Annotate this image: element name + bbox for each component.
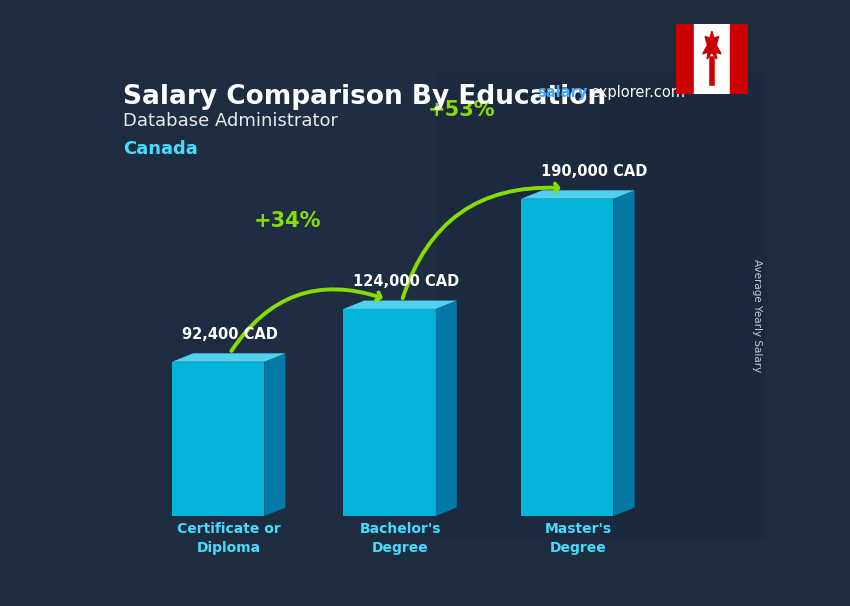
Polygon shape [703, 32, 721, 59]
Text: 124,000 CAD: 124,000 CAD [354, 274, 460, 289]
Bar [694, 24, 730, 94]
Text: +34%: +34% [253, 210, 321, 230]
Polygon shape [521, 190, 635, 199]
Text: +53%: +53% [428, 101, 496, 121]
Bar [600, 73, 765, 539]
Text: 190,000 CAD: 190,000 CAD [541, 164, 648, 179]
Text: Canada: Canada [122, 141, 197, 158]
Text: Master's
Degree: Master's Degree [544, 522, 611, 555]
Bar [435, 73, 600, 539]
Polygon shape [435, 301, 456, 516]
Text: 92,400 CAD: 92,400 CAD [182, 327, 278, 342]
Text: Bachelor's
Degree: Bachelor's Degree [360, 522, 441, 555]
Text: Average Yearly Salary: Average Yearly Salary [752, 259, 762, 372]
Bar [271, 73, 435, 539]
Polygon shape [172, 362, 264, 516]
Bar [106, 73, 271, 539]
Text: explorer.com: explorer.com [591, 85, 685, 101]
Text: salary: salary [538, 85, 588, 101]
Polygon shape [343, 309, 435, 516]
Polygon shape [614, 190, 635, 516]
Text: Salary Comparison By Education: Salary Comparison By Education [122, 84, 606, 110]
Bar [730, 24, 748, 94]
Text: Database Administrator: Database Administrator [122, 112, 337, 130]
Polygon shape [343, 301, 456, 309]
Text: Certificate or
Diploma: Certificate or Diploma [177, 522, 280, 555]
Polygon shape [521, 199, 614, 516]
Polygon shape [264, 353, 286, 516]
Bar [676, 24, 694, 94]
Polygon shape [172, 353, 286, 362]
